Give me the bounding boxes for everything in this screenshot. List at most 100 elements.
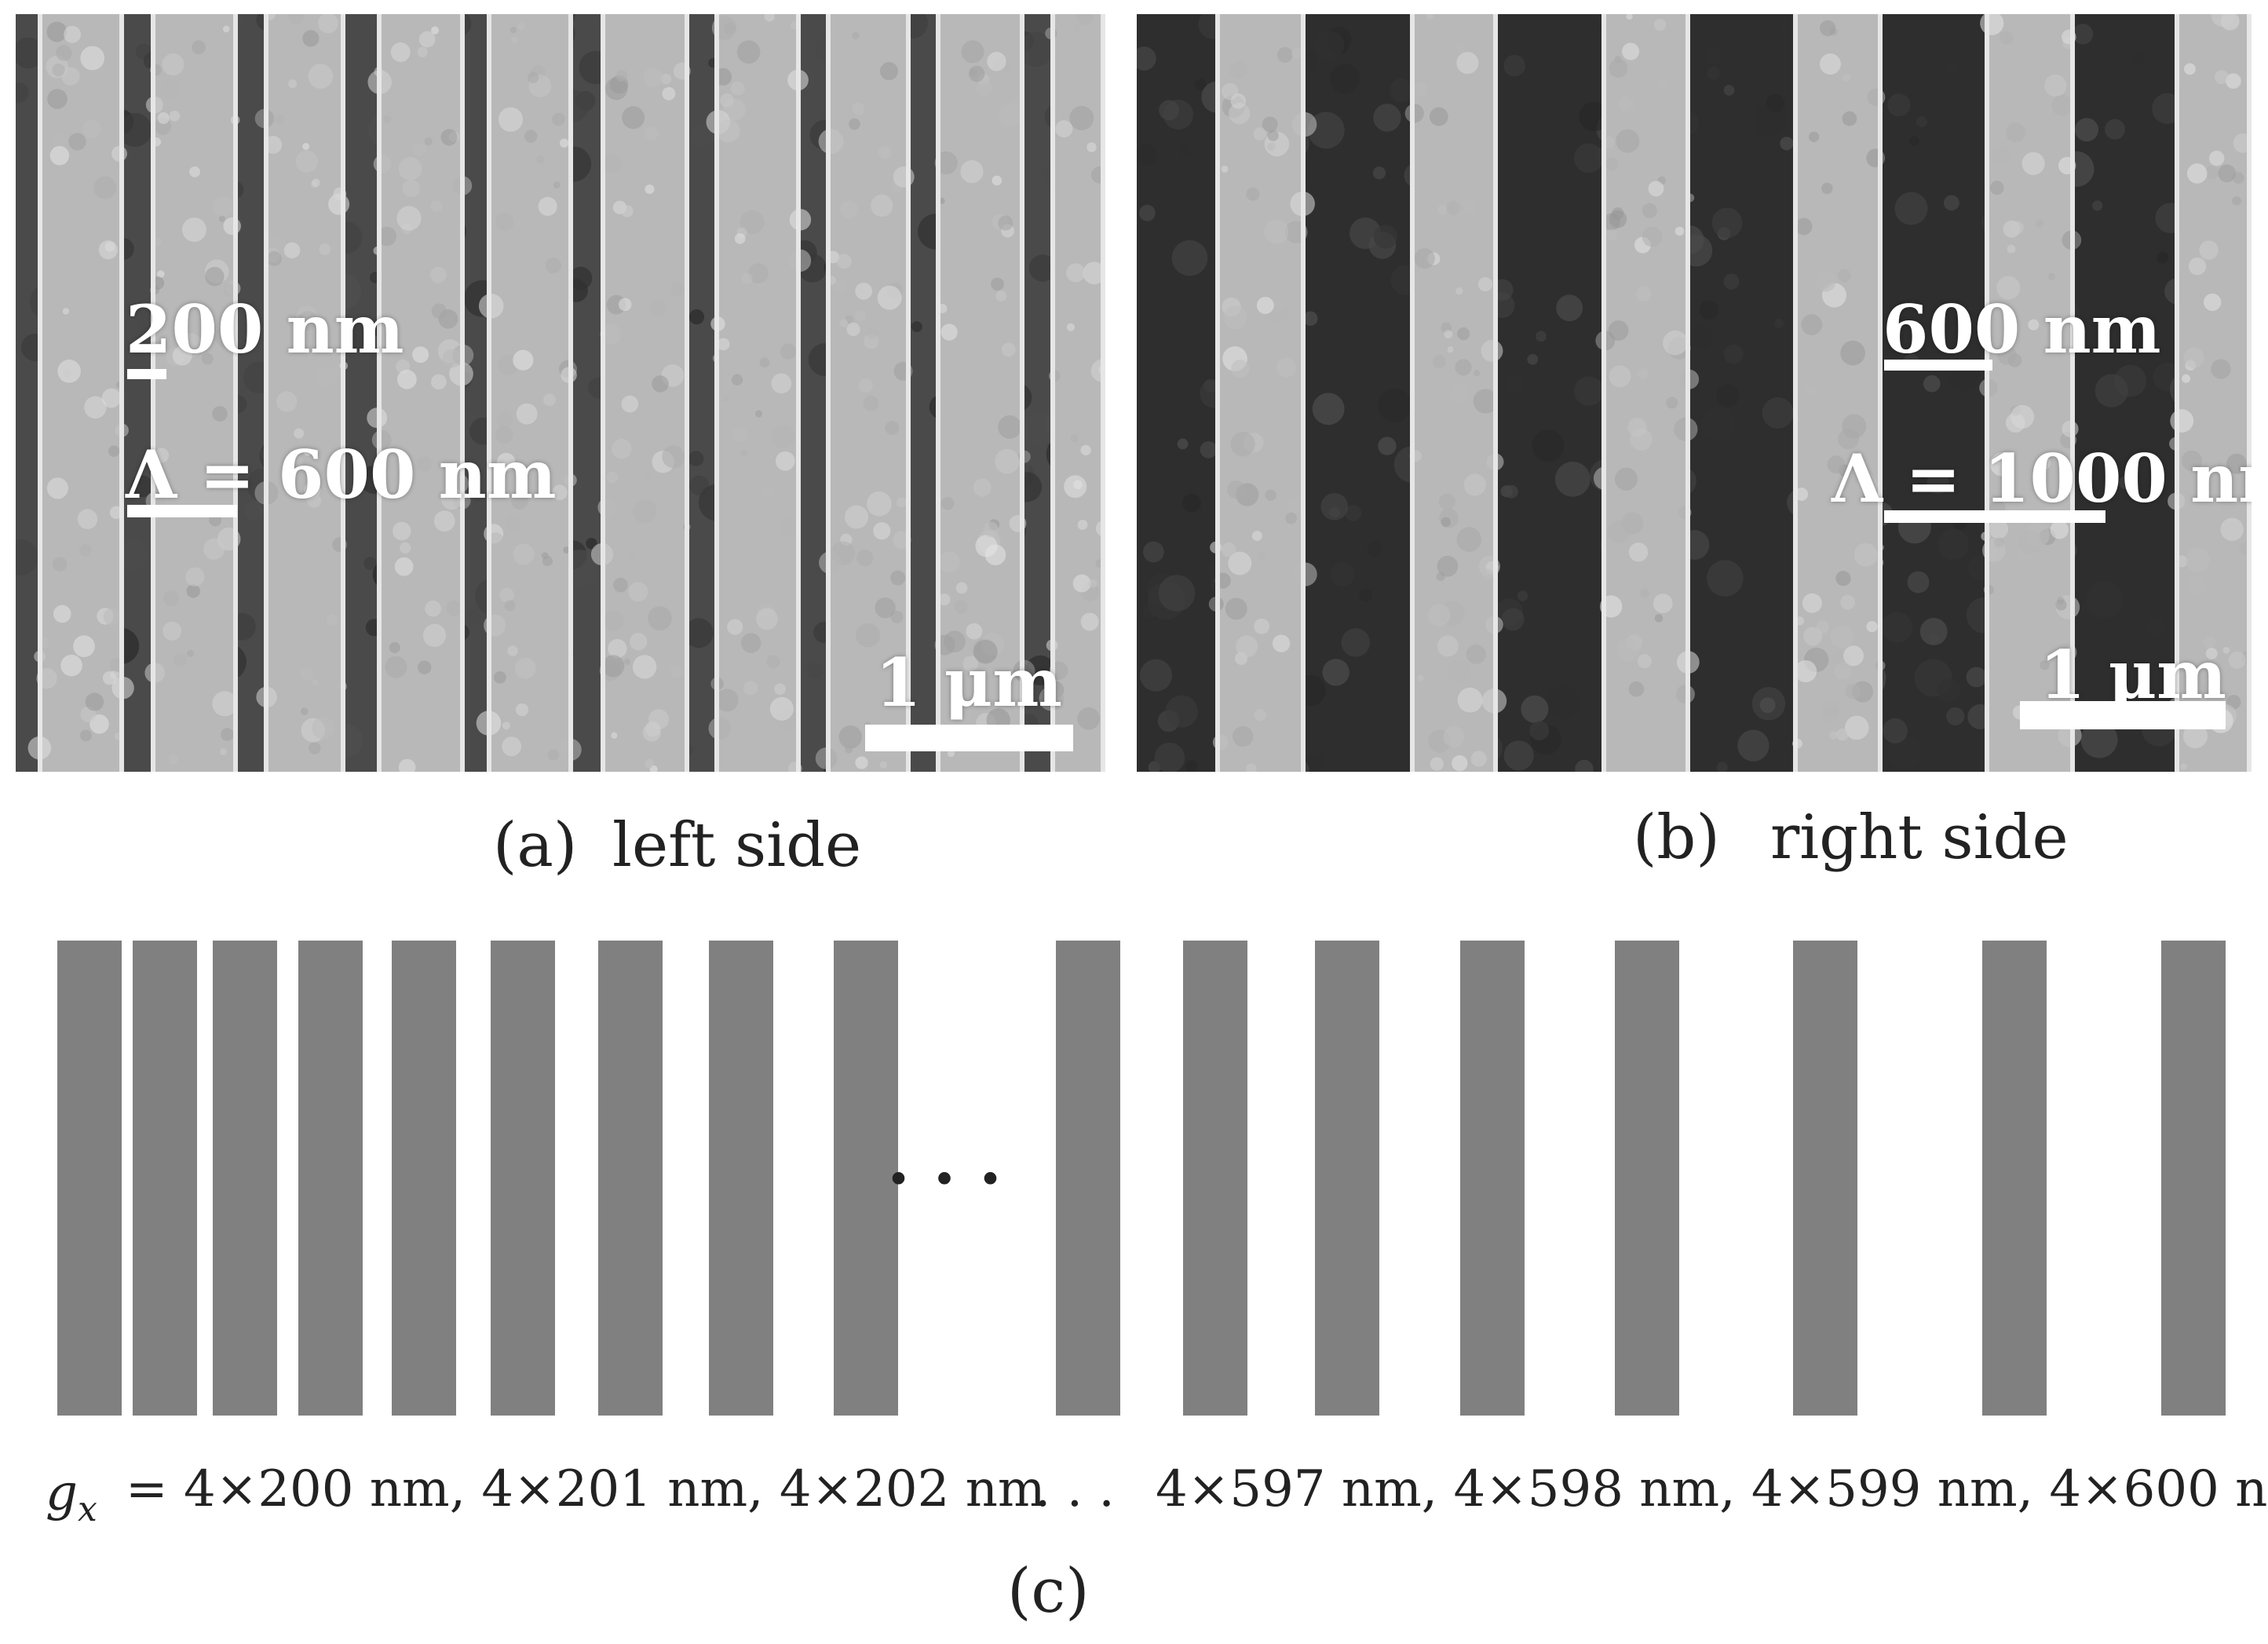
caption-b-text: right side <box>1770 802 2069 873</box>
sem-ridge-grain <box>382 115 392 123</box>
sem-ridge-grain <box>2203 636 2216 648</box>
sem-ridge-grain <box>1656 79 1668 91</box>
sem-ridge-grain <box>2199 240 2219 260</box>
sem-ridge-grain <box>302 142 310 150</box>
sem-ridge-grain <box>499 587 514 603</box>
sem-grain <box>1723 273 1740 290</box>
sem-grain <box>244 501 264 521</box>
sem-ridge-grain <box>433 510 455 532</box>
sem-grain <box>1546 685 1580 719</box>
sem-ridge-grain <box>1994 537 2004 547</box>
sem-ridge-grain <box>303 448 312 456</box>
sem-ridge-grain <box>1267 130 1279 141</box>
sem-ridge-grain <box>1456 52 1479 75</box>
sem-ridge-grain <box>1262 116 1278 133</box>
sem-ridge-grain <box>855 756 868 769</box>
sem-ridge-grain <box>1246 187 1260 201</box>
sem-ridge-grain <box>836 254 852 269</box>
sem-grain <box>1171 239 1208 276</box>
sem-ridge-grain <box>2182 374 2191 383</box>
sem-ridge-grain <box>852 31 860 40</box>
sem-ridge-grain <box>896 497 907 508</box>
sem-ridge-grain <box>877 285 902 310</box>
sem-grain <box>363 557 377 570</box>
sem-ridge-grain <box>2018 530 2043 555</box>
grating-bar <box>834 941 898 1416</box>
sem-grain <box>1529 721 1550 741</box>
sem-ridge-grain <box>1866 621 1878 633</box>
sem-ridge <box>1050 14 1105 772</box>
sem-ridge-grain <box>319 243 331 255</box>
sem-ridge-grain <box>102 670 117 685</box>
sem-ridge-grain <box>2037 456 2051 470</box>
sem-ridge-grain <box>1077 520 1088 530</box>
sem-ridge-grain <box>1080 612 1099 631</box>
sem-grain <box>1378 388 1412 422</box>
sem-ridge-grain <box>1083 261 1105 285</box>
sem-ridge-grain <box>1429 107 1448 126</box>
sem-ridge-grain <box>2051 94 2073 116</box>
sem-ridge-grain <box>1443 726 1465 747</box>
sem-ridge-grain <box>954 600 968 614</box>
sem-ridge-grain <box>1227 480 1246 499</box>
right-ridge-width-bar <box>1884 360 1992 371</box>
sem-ridge-edge <box>1685 14 1690 772</box>
sem-ridge-grain <box>1821 182 1833 195</box>
sem-grain <box>1517 590 1528 601</box>
sem-ridge-grain <box>1636 286 1652 302</box>
sem-ridge-grain <box>2187 575 2207 595</box>
sem-ridge-grain <box>300 707 309 715</box>
sem-right-texture <box>1137 14 2252 772</box>
sem-ridge-grain <box>854 310 866 322</box>
sem-grain <box>1716 762 1728 772</box>
sem-ridge-grain <box>1805 385 1817 396</box>
sem-ridge-grain <box>839 200 858 219</box>
sem-grain <box>1137 46 1156 71</box>
sem-grain <box>1937 528 1969 561</box>
sem-ridge-grain <box>780 343 797 360</box>
sem-ridge-grain <box>327 614 338 626</box>
sem-ridge-grain <box>1653 18 1667 31</box>
sem-ridge-grain <box>304 481 321 499</box>
sem-ridge-grain <box>623 658 631 665</box>
sem-image-right: 600 nm Λ = 1000 nm 1 μm <box>1137 14 2252 772</box>
sem-grain <box>1177 438 1189 450</box>
sem-ridge-grain <box>1663 330 1688 356</box>
sem-ridge-grain <box>2011 404 2035 429</box>
sem-ridge-grain <box>2188 257 2207 276</box>
sem-ridge-grain <box>1066 263 1086 283</box>
sem-ridge-grain <box>312 679 319 686</box>
sem-ridge-grain <box>740 449 748 458</box>
sem-ridge-grain <box>495 426 513 444</box>
sem-grain <box>1372 166 1386 180</box>
sem-grain <box>2157 251 2169 264</box>
sem-ridge-grain <box>2180 763 2187 770</box>
sem-ridge-grain <box>545 257 562 274</box>
sem-ridge-grain <box>849 118 860 130</box>
sem-ridge-grain <box>1622 42 1640 60</box>
sem-ridge-grain <box>60 654 82 677</box>
sem-ridge-grain <box>838 725 863 749</box>
sem-ridge-grain <box>160 79 181 99</box>
sem-ridge-grain <box>2005 122 2026 143</box>
sem-ridge-grain <box>938 551 960 573</box>
sem-ridge-grain <box>431 26 440 35</box>
sem-grain <box>130 475 153 498</box>
sem-ridge-grain <box>1653 594 1673 614</box>
sem-ridge-grain <box>1251 531 1262 542</box>
sem-grain <box>1568 641 1601 675</box>
sem-ridge-grain <box>633 499 657 524</box>
sem-ridge-grain <box>1844 715 1869 740</box>
sem-ridge-grain <box>82 119 101 139</box>
sem-ridge-edge <box>460 14 465 772</box>
gx-label: gx <box>46 1468 97 1527</box>
sem-ridge-grain <box>618 298 632 312</box>
sem-ridge-grain <box>879 761 888 769</box>
sem-ridge-grain <box>715 689 739 712</box>
sem-ridge-grain <box>2226 453 2248 474</box>
sem-ridge-grain <box>2214 70 2229 85</box>
sem-ridge-grain <box>1819 20 1836 37</box>
sem-ridge-grain <box>748 263 769 284</box>
sem-ridge-grain <box>538 196 557 216</box>
sem-ridge-grain <box>2220 517 2244 542</box>
